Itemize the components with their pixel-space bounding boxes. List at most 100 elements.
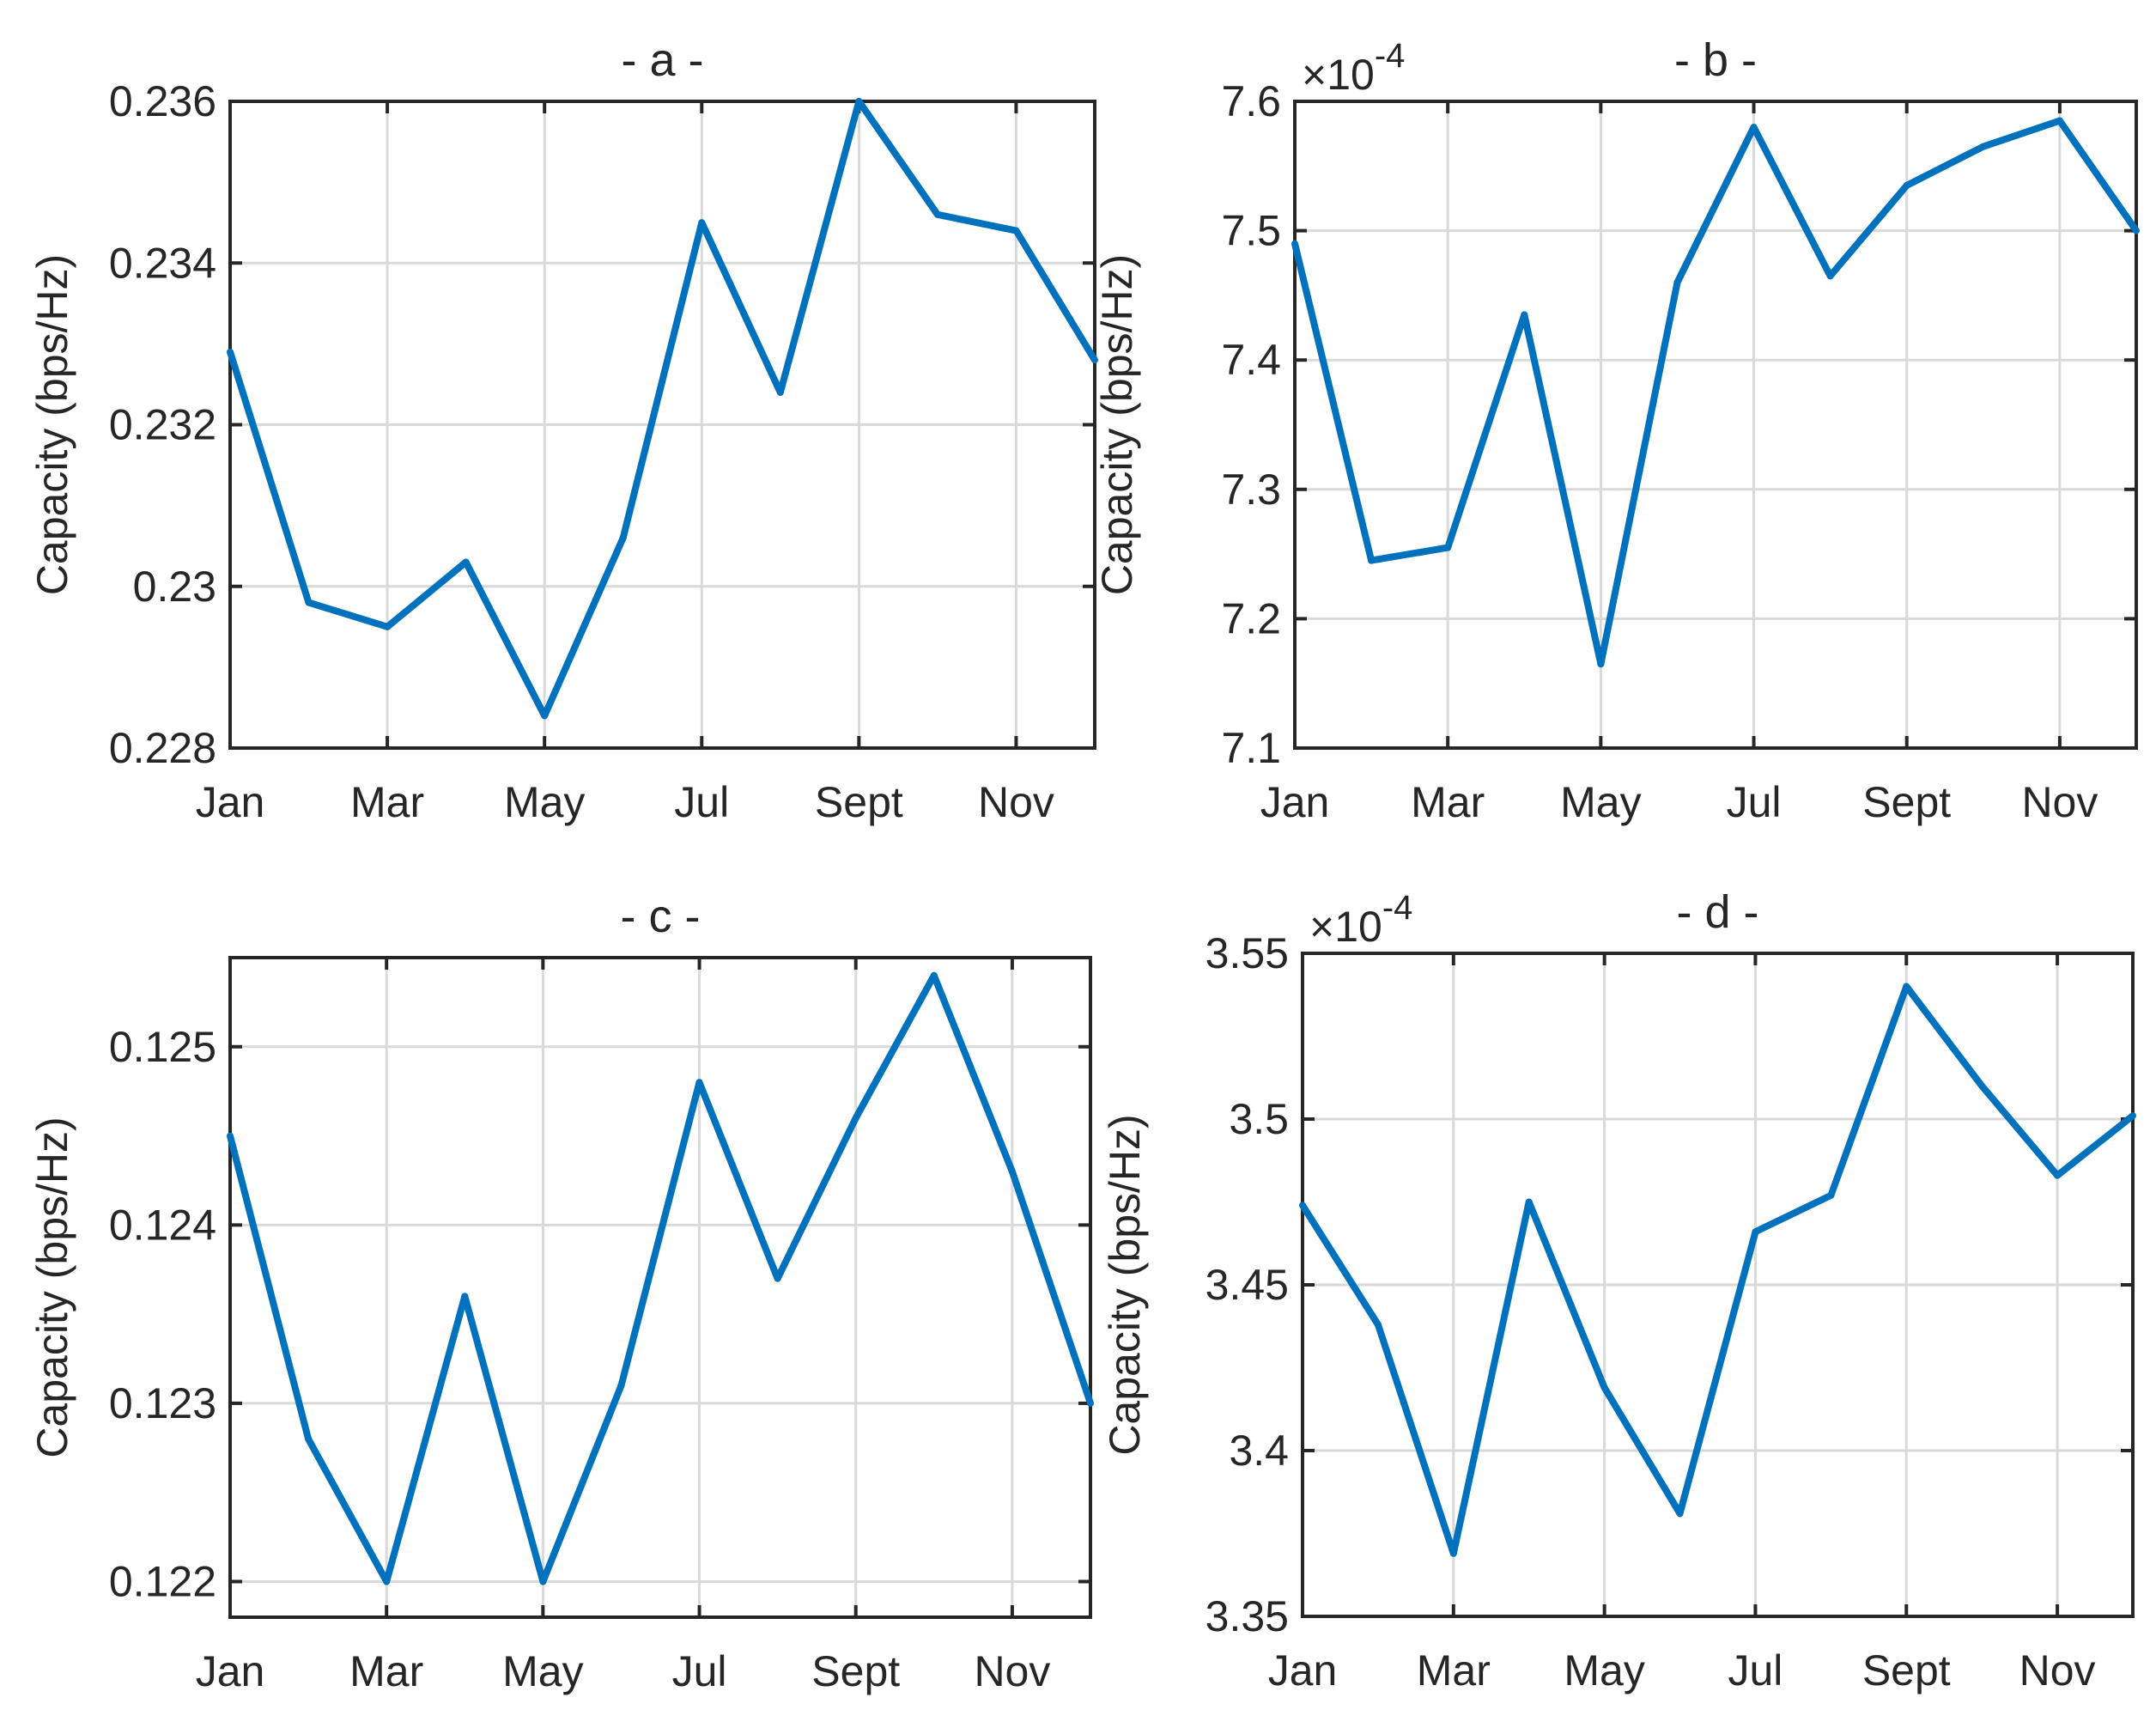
y-tick-label: 3.45	[1206, 1261, 1289, 1309]
data-point-mar	[1449, 1549, 1457, 1557]
series-line	[1299, 983, 2135, 1557]
data-point-nov	[2054, 1171, 2062, 1179]
data-point-mar	[1444, 544, 1452, 551]
data-point-jul	[1750, 124, 1758, 131]
data-point-may	[539, 1578, 547, 1585]
y-tick-label: 0.234	[109, 239, 216, 287]
x-tick-label: Jan	[196, 1647, 265, 1695]
data-point-mar	[384, 623, 392, 630]
y-tick-label: 0.232	[109, 401, 216, 449]
data-point-feb	[1374, 1321, 1382, 1329]
data-point-sept	[1903, 983, 1910, 990]
data-point-apr	[462, 558, 470, 566]
x-tick-label: Sept	[1862, 1646, 1951, 1695]
x-tick-label: Sept	[1862, 778, 1951, 826]
x-tick-label: Mar	[349, 1647, 423, 1695]
x-tick-label: May	[1564, 1646, 1644, 1695]
y-tick-label: 0.124	[109, 1201, 216, 1249]
data-point-feb	[1368, 557, 1376, 564]
data-point-oct	[1978, 1082, 1986, 1090]
y-tick-label: 7.6	[1221, 77, 1281, 125]
data-point-aug	[1827, 1191, 1835, 1199]
y-tick-label: 3.5	[1229, 1095, 1289, 1143]
data-point-jun	[617, 1382, 625, 1390]
series-line	[227, 971, 1094, 1585]
data-point-apr	[1525, 1198, 1533, 1206]
y-tick-label: 7.2	[1221, 594, 1281, 642]
x-tick-label: Mar	[350, 778, 424, 826]
data-point-apr	[461, 1293, 469, 1300]
data-point-jan	[227, 348, 234, 356]
x-tick-label: Jan	[1260, 778, 1330, 826]
panel-title: - b -	[1674, 34, 1757, 86]
data-point-jan	[1299, 1202, 1306, 1209]
y-tick-label: 0.125	[109, 1023, 216, 1071]
x-tick-label: Jul	[1728, 1646, 1782, 1695]
data-point-jun	[1673, 278, 1681, 286]
data-point-aug	[1826, 272, 1834, 280]
data-point-apr	[1521, 311, 1528, 319]
data-point-dec	[1091, 356, 1098, 364]
series-line	[1291, 117, 2140, 668]
panel-title: - d -	[1676, 886, 1758, 938]
x-tick-label: Jul	[1727, 778, 1782, 826]
x-tick-label: Nov	[974, 1647, 1050, 1695]
x-tick-label: Mar	[1411, 778, 1485, 826]
data-point-nov	[1008, 1168, 1016, 1176]
x-tick-label: May	[502, 1647, 583, 1695]
y-tick-label: 0.23	[133, 563, 216, 611]
series-line	[227, 98, 1098, 720]
data-point-sept	[852, 1114, 859, 1122]
data-point-jul	[1752, 1228, 1759, 1236]
axes-frame	[1293, 100, 2138, 750]
x-tick-label: Jul	[672, 1647, 727, 1695]
x-tick-label: May	[1560, 778, 1641, 826]
data-point-aug	[776, 388, 784, 396]
data-point-dec	[2129, 1112, 2136, 1120]
y-axis-label: Capacity (bps/Hz)	[1093, 254, 1141, 595]
x-tick-label: Sept	[815, 778, 903, 826]
axes-frame	[1301, 952, 2135, 1618]
y-tick-label: 3.4	[1229, 1427, 1289, 1475]
panel-title: - a -	[621, 34, 703, 86]
panel-a: Jan Mar May Jul Sept Nov 0.228 0.23 0.232 0.234 0.…	[28, 34, 1098, 826]
data-point-jan	[227, 1132, 234, 1140]
data-point-feb	[305, 599, 313, 606]
y-tick-label: 7.5	[1221, 207, 1281, 255]
data-point-sept	[1903, 181, 1910, 189]
panel-c: Jan Mar May Jul Sept Nov 0.122 0.123 0.124 0.125 -…	[28, 891, 1094, 1695]
data-point-may	[1600, 1384, 1608, 1391]
data-point-nov	[2056, 117, 2063, 125]
axes-frame	[228, 956, 1092, 1619]
panel-b: Jan Mar May Jul Sept Nov 7.1 7.2 7.3 7.4 7.5 7.6 - b…	[1093, 34, 2140, 826]
y-axis-label: Capacity (bps/Hz)	[28, 254, 76, 595]
axis-multiplier: ×10-4	[1302, 37, 1405, 99]
y-tick-label: 7.4	[1221, 336, 1281, 384]
x-tick-label: Nov	[2021, 778, 2098, 826]
y-tick-label: 3.35	[1206, 1592, 1289, 1640]
data-point-oct	[933, 210, 941, 218]
data-point-may	[541, 712, 549, 720]
y-tick-label: 7.3	[1221, 465, 1281, 514]
data-point-sept	[855, 98, 863, 105]
data-point-dec	[2133, 227, 2140, 234]
y-tick-label: 0.228	[109, 724, 216, 772]
data-point-jun	[619, 534, 627, 542]
y-tick-label: 0.236	[109, 77, 216, 125]
x-tick-label: Mar	[1417, 1646, 1491, 1695]
y-tick-label: 7.1	[1221, 724, 1281, 772]
data-point-jun	[1676, 1510, 1684, 1518]
x-tick-label: Jul	[674, 778, 729, 826]
x-tick-label: Sept	[811, 1647, 900, 1695]
y-axis-label: Capacity (bps/Hz)	[28, 1117, 76, 1457]
data-point-oct	[930, 971, 938, 979]
panel-d: Jan Mar May Jul Sept Nov 3.35 3.4 3.45 3.5 3.55 - d…	[1101, 886, 2136, 1695]
x-tick-label: Nov	[2019, 1646, 2096, 1695]
x-tick-label: May	[504, 778, 585, 826]
panel-title: - c -	[621, 891, 701, 942]
y-tick-label: 0.122	[109, 1557, 216, 1605]
x-tick-label: Jan	[1268, 1646, 1338, 1695]
data-point-mar	[383, 1578, 391, 1585]
x-tick-label: Nov	[978, 778, 1054, 826]
